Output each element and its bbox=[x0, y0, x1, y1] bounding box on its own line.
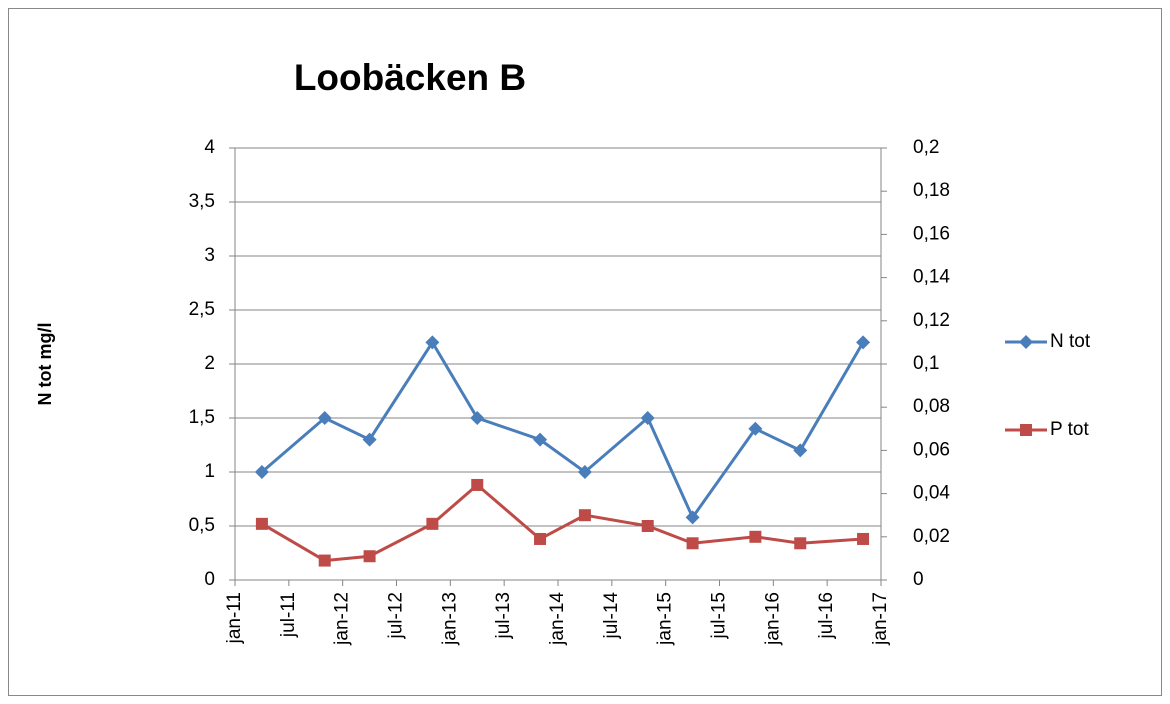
x-tick-label: jul-15 bbox=[709, 592, 730, 639]
x-tick-label: jul-13 bbox=[493, 592, 514, 639]
x-tick-label: jul-12 bbox=[386, 592, 407, 639]
y2-tick-label: 0,18 bbox=[913, 180, 950, 201]
y2-tick-label: 0 bbox=[913, 569, 924, 590]
series-line bbox=[261, 482, 864, 563]
data-point bbox=[471, 478, 484, 491]
y2-tick-label: 0,16 bbox=[913, 223, 950, 244]
y-tick-label: 2,5 bbox=[189, 299, 215, 320]
chart-title: Loobäcken B bbox=[294, 57, 526, 98]
x-tick-label: jan-14 bbox=[547, 592, 568, 646]
data-point bbox=[793, 443, 808, 458]
data-point bbox=[577, 465, 592, 479]
y2-tick-label: 0,02 bbox=[913, 526, 950, 547]
y-tick-label: 3,5 bbox=[189, 191, 215, 212]
data-point bbox=[534, 532, 547, 545]
data-point bbox=[749, 530, 762, 543]
legend-marker bbox=[1020, 424, 1032, 436]
x-tick-label: jan-11 bbox=[224, 592, 245, 644]
y-tick-label: 0,5 bbox=[189, 515, 215, 536]
data-point bbox=[318, 554, 331, 567]
chart-border bbox=[8, 8, 1162, 696]
y-tick-label: 4 bbox=[204, 137, 215, 158]
x-tick-label: jan-13 bbox=[439, 592, 460, 646]
legend-label: N tot bbox=[1050, 331, 1091, 352]
y-axis-title: N tot mg/l bbox=[35, 323, 55, 406]
x-tick-label: jul-16 bbox=[816, 592, 837, 639]
data-point bbox=[794, 537, 807, 550]
legend-marker bbox=[1019, 335, 1033, 349]
data-point bbox=[856, 335, 871, 350]
data-point bbox=[640, 411, 655, 425]
y2-tick-label: 0,08 bbox=[913, 396, 950, 417]
data-point bbox=[533, 432, 548, 447]
y-tick-label: 1 bbox=[204, 461, 215, 482]
data-point bbox=[317, 411, 332, 425]
x-tick-label: jul-14 bbox=[601, 592, 622, 640]
y2-tick-label: 0,06 bbox=[913, 439, 950, 460]
x-tick-label: jul-11 bbox=[278, 592, 299, 638]
y2-tick-label: 0,04 bbox=[913, 483, 950, 504]
data-point bbox=[363, 550, 376, 563]
x-tick-label: jan-17 bbox=[870, 592, 891, 646]
data-point bbox=[686, 537, 699, 550]
data-point bbox=[857, 532, 870, 545]
x-tick-label: jan-16 bbox=[762, 592, 783, 646]
data-point bbox=[470, 411, 485, 425]
data-point bbox=[426, 517, 439, 530]
y-tick-label: 3 bbox=[204, 245, 215, 266]
data-point bbox=[641, 520, 654, 532]
y2-tick-label: 0,14 bbox=[913, 267, 950, 288]
data-point bbox=[578, 509, 591, 522]
y-tick-label: 1,5 bbox=[189, 407, 215, 428]
x-tick-label: jan-12 bbox=[332, 592, 353, 646]
series-line bbox=[260, 339, 865, 521]
y-tick-label: 0 bbox=[204, 569, 215, 590]
y-tick-label: 2 bbox=[204, 353, 215, 374]
y2-tick-label: 0,1 bbox=[913, 353, 939, 374]
legend-label: P tot bbox=[1050, 419, 1089, 440]
data-point bbox=[748, 421, 763, 436]
y2-tick-label: 0,12 bbox=[913, 310, 950, 331]
data-point bbox=[362, 432, 377, 447]
x-tick-label: jan-15 bbox=[655, 592, 676, 646]
data-point bbox=[254, 465, 269, 479]
data-point bbox=[425, 335, 440, 350]
y2-tick-label: 0,2 bbox=[913, 137, 939, 158]
data-point bbox=[685, 510, 700, 525]
data-point bbox=[255, 517, 268, 530]
